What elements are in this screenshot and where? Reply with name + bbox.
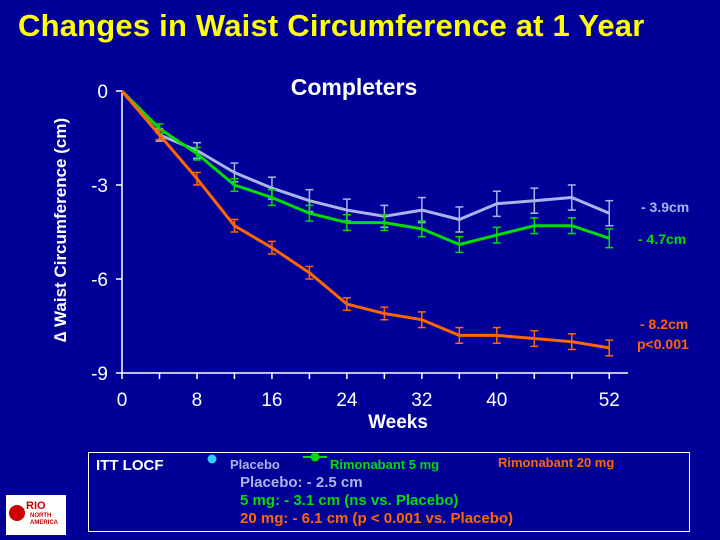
x-tick-label: 0	[117, 390, 128, 411]
x-tick-label: 24	[336, 390, 358, 411]
logo-sub: NORTH AMERICA	[30, 513, 58, 526]
end-label-rimo5: - 4.7cm	[638, 231, 686, 247]
x-tick-label: 40	[486, 390, 507, 411]
series-line-placebo	[120, 90, 610, 221]
rio-logo: RIO NORTH AMERICA	[6, 495, 66, 535]
summary-5mg: 5 mg: - 3.1 cm (ns vs. Placebo)	[240, 492, 459, 509]
x-tick-label: 16	[261, 390, 282, 411]
x-tick-label: 32	[411, 390, 432, 411]
y-tick-label: 0	[97, 82, 108, 103]
chart-labels: Completers Weeks ∆ Waist Circumference (cm…	[51, 74, 689, 433]
end-label-rimo20: - 8.2cm	[640, 316, 688, 332]
legend-placebo: Placebo	[230, 457, 280, 472]
y-axis-label: ∆ Waist Circumference (cm)	[51, 118, 70, 342]
legend-box	[88, 452, 690, 532]
y-tick-label: -3	[91, 176, 108, 197]
slide-title: Changes in Waist Circumference at 1 Year	[18, 8, 645, 43]
legend-itt-locf: ITT LOCF	[96, 457, 164, 474]
summary-20mg: 20 mg: - 6.1 cm (p < 0.001 vs. Placebo)	[240, 510, 514, 527]
series-rimo20	[120, 90, 614, 357]
series-line-rimo5	[120, 89, 610, 246]
summary-placebo: Placebo: - 2.5 cm	[240, 474, 363, 491]
placebo-dot-icon	[207, 454, 217, 464]
logo-name: RIO	[26, 500, 46, 512]
end-label-pvalue: p<0.001	[637, 336, 689, 352]
chart-axes: 0 -3 -6 -9 0 8 16 24 32 40 52	[91, 82, 628, 411]
x-tick-label: 52	[599, 390, 620, 411]
chart-title: Completers	[291, 74, 418, 100]
legend-rimo5: Rimonabant 5 mg	[330, 457, 440, 472]
end-label-placebo: - 3.9cm	[641, 199, 689, 215]
series-rimo5	[120, 89, 614, 254]
logo-circle-icon	[9, 505, 25, 521]
series-placebo	[120, 90, 614, 233]
x-tick-label: 8	[192, 390, 203, 411]
legend-rimo20: Rimonabant 20 mg	[498, 455, 615, 470]
y-tick-label: -9	[91, 364, 108, 385]
x-axis-label: Weeks	[368, 412, 428, 433]
series-line-rimo20	[120, 90, 610, 350]
rimo5-marker-icon	[303, 452, 327, 462]
chart-series	[120, 89, 614, 357]
y-tick-label: -6	[91, 270, 108, 291]
